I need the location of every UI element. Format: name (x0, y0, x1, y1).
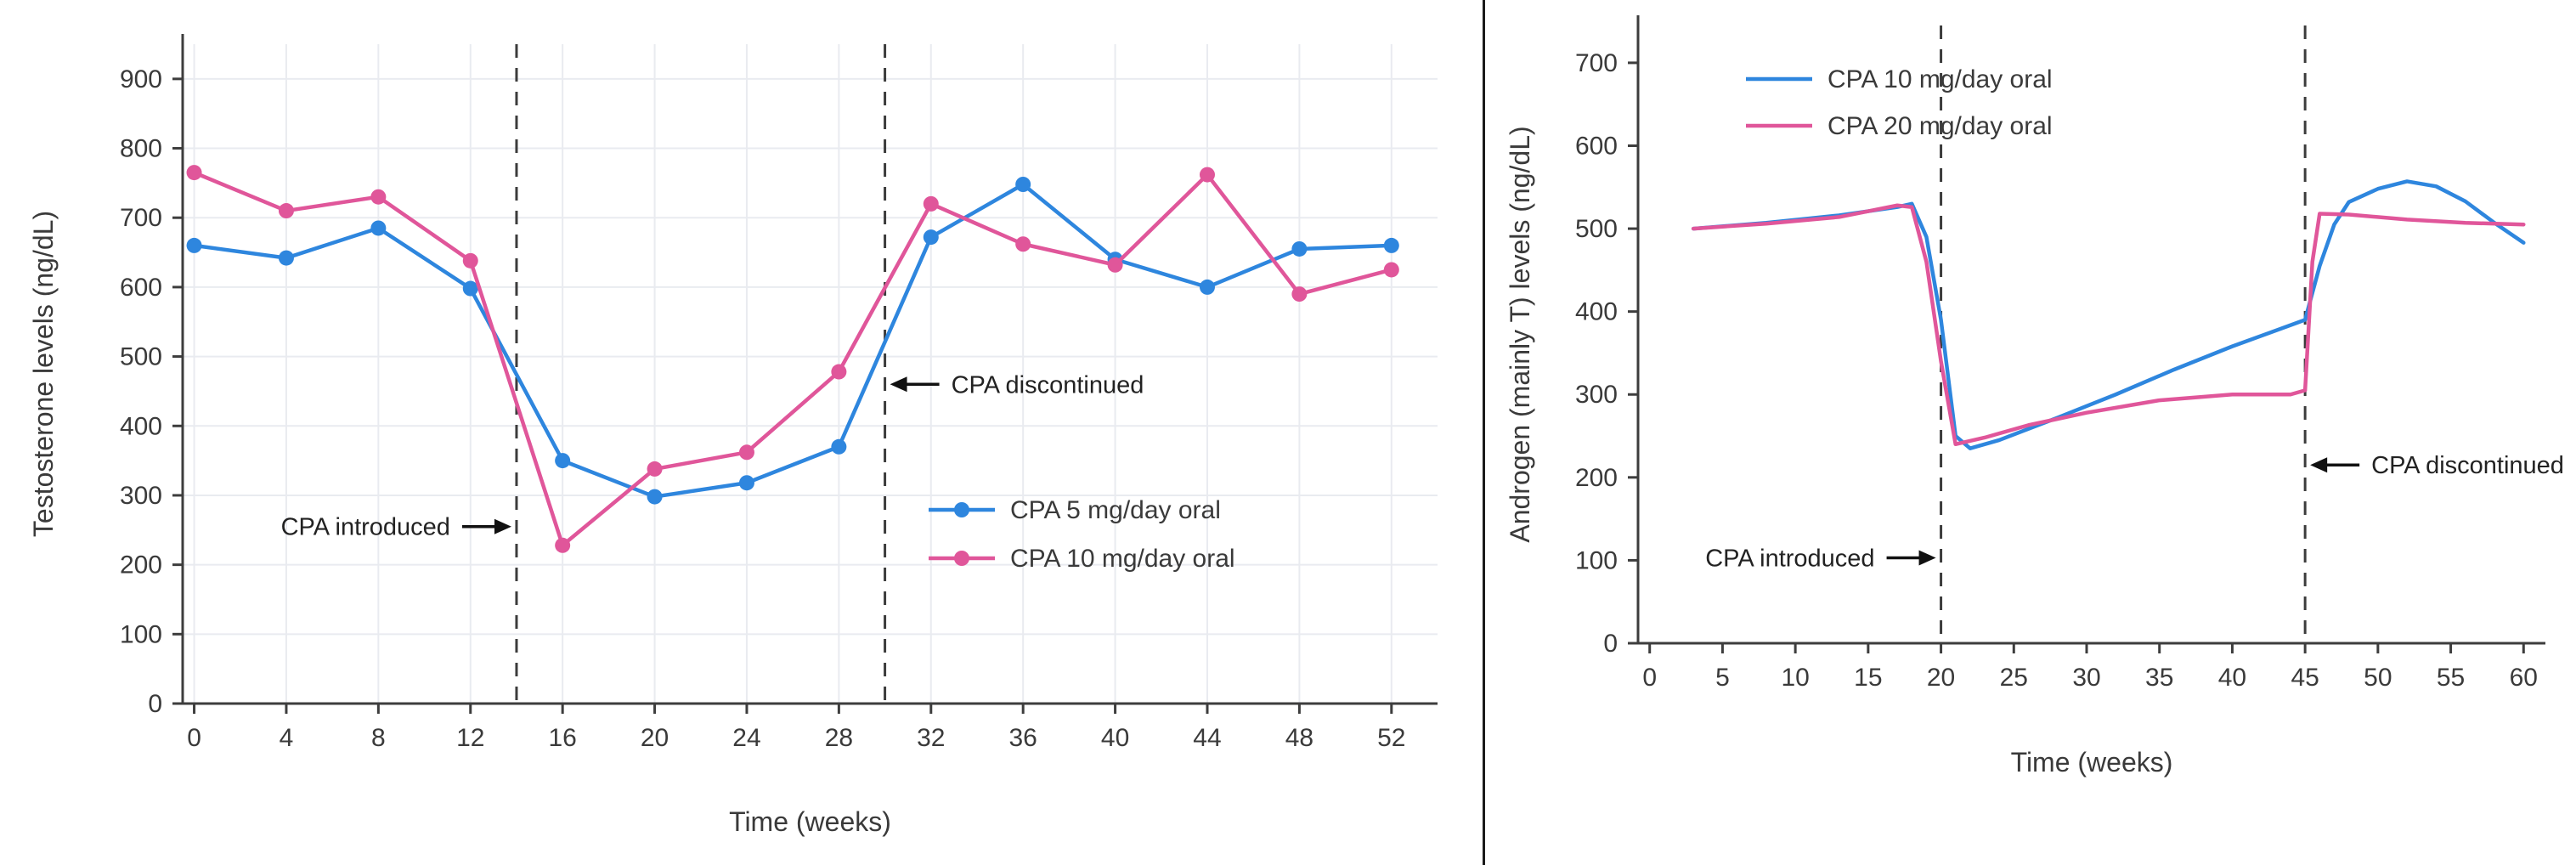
data-point-marker (1291, 240, 1308, 257)
x-tick-label: 25 (2000, 664, 2028, 692)
series-line-cpa-10-mg-day-oral (1691, 179, 2526, 450)
y-tick-label: 200 (120, 551, 162, 579)
legend-label: CPA 10 mg/day oral (1010, 545, 1235, 573)
data-point-marker (1107, 257, 1123, 273)
x-tick-label: 35 (2145, 664, 2173, 692)
data-point-marker (1291, 286, 1308, 302)
panel-divider (1483, 0, 1485, 865)
annotation-label: CPA introduced (281, 514, 450, 541)
data-point-marker (1383, 262, 1399, 278)
x-tick-label: 20 (641, 724, 669, 752)
data-point-marker (555, 453, 571, 469)
x-tick-label: 24 (732, 724, 760, 752)
y-tick-label: 100 (1575, 546, 1618, 574)
y-tick-label: 700 (1575, 49, 1618, 77)
annotation-arrowhead (890, 376, 907, 393)
x-tick-label: 52 (1377, 724, 1405, 752)
data-point-marker (1015, 236, 1031, 252)
x-tick-label: 5 (1715, 664, 1730, 692)
x-tick-label: 32 (917, 724, 945, 752)
y-tick-label: 400 (1575, 298, 1618, 326)
x-axis-title: Time (weeks) (729, 806, 891, 837)
y-tick-label: 300 (1575, 381, 1618, 409)
x-axis-title: Time (weeks) (2011, 747, 2173, 777)
x-tick-label: 0 (1642, 664, 1657, 692)
y-tick-label: 0 (1603, 630, 1618, 658)
series-line-cpa-10-mg-day-oral (192, 170, 1394, 548)
x-tick-label: 30 (2072, 664, 2100, 692)
series-line-cpa-5-mg-day-oral (192, 182, 1394, 499)
y-tick-label: 500 (120, 343, 162, 371)
y-tick-label: 700 (120, 204, 162, 232)
y-axis-title: Androgen (mainly T) levels (ng/dL) (1505, 126, 1535, 542)
testosterone-chart: 0 4 8 12 16 20 24 28 32 36 40 44 48 52010020030040050… (28, 34, 1438, 837)
x-tick-label: 44 (1193, 724, 1221, 752)
y-tick-label: 600 (1575, 132, 1618, 160)
legend-label: CPA 5 mg/day oral (1010, 496, 1221, 524)
x-tick-label: 45 (2291, 664, 2319, 692)
x-tick-label: 55 (2437, 664, 2465, 692)
legend-label: CPA 20 mg/day oral (1827, 112, 2053, 140)
x-tick-label: 12 (456, 724, 484, 752)
y-tick-label: 400 (120, 412, 162, 440)
data-point-marker (370, 220, 387, 236)
data-point-marker (1199, 279, 1215, 295)
x-tick-label: 48 (1285, 724, 1313, 752)
androgen-chart: 0 5 10 15 20 25 30 35 40 45 50 55 600100200300400500… (1485, 0, 2576, 865)
x-tick-label: 36 (1008, 724, 1037, 752)
y-axis-title: Testosterone levels (ng/dL) (28, 211, 59, 537)
y-tick-label: 300 (120, 482, 162, 510)
x-tick-label: 16 (548, 724, 576, 752)
annotation-arrowhead (494, 518, 511, 534)
data-point-marker (923, 195, 939, 212)
data-point-marker (738, 475, 754, 491)
x-tick-label: 40 (1101, 724, 1129, 752)
data-point-marker (278, 250, 294, 266)
data-point-marker (278, 203, 294, 219)
x-tick-label: 4 (280, 724, 294, 752)
x-tick-label: 50 (2364, 664, 2392, 692)
x-tick-label: 28 (825, 724, 853, 752)
data-point-marker (831, 364, 847, 380)
annotation-arrowhead (1918, 550, 1936, 566)
data-point-marker (831, 438, 847, 455)
data-point-marker (186, 165, 202, 181)
y-tick-label: 100 (120, 620, 162, 648)
y-tick-label: 200 (1575, 464, 1618, 492)
y-tick-label: 900 (120, 65, 162, 93)
annotation-arrowhead (2310, 457, 2328, 473)
x-tick-label: 40 (2218, 664, 2246, 692)
legend-label: CPA 10 mg/day oral (1827, 65, 2053, 93)
data-point-marker (1015, 177, 1031, 193)
legend-marker (954, 502, 969, 517)
data-point-marker (738, 444, 754, 461)
x-tick-label: 20 (1927, 664, 1955, 692)
y-tick-label: 600 (120, 274, 162, 302)
data-point-marker (923, 229, 939, 246)
data-point-marker (1199, 167, 1215, 183)
data-point-marker (186, 237, 202, 253)
y-tick-label: 800 (120, 135, 162, 163)
annotation-label: CPA discontinued (952, 371, 1144, 399)
data-point-marker (555, 537, 571, 553)
y-tick-label: 500 (1575, 215, 1618, 243)
x-tick-label: 60 (2510, 664, 2538, 692)
data-point-marker (370, 189, 387, 205)
x-tick-label: 0 (187, 724, 201, 752)
x-tick-label: 10 (1781, 664, 1809, 692)
y-tick-label: 0 (148, 690, 162, 718)
data-point-marker (1383, 237, 1399, 253)
series-line-cpa-20-mg-day-oral (1691, 203, 2526, 447)
annotation-label: CPA introduced (1705, 545, 1874, 572)
x-tick-label: 15 (1854, 664, 1882, 692)
data-point-marker (462, 280, 478, 297)
annotation-label: CPA discontinued (2371, 452, 2564, 479)
legend-marker (954, 551, 969, 566)
data-point-marker (462, 252, 478, 269)
x-tick-label: 8 (371, 724, 386, 752)
data-point-marker (647, 461, 663, 477)
data-point-marker (647, 489, 663, 505)
